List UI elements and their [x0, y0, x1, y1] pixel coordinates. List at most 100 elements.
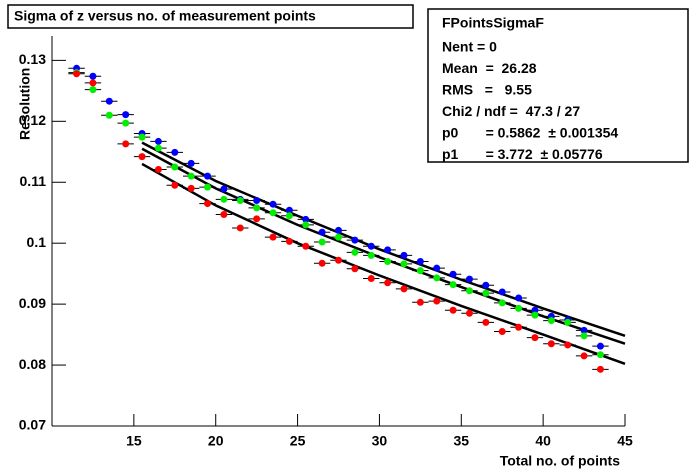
point [433, 264, 441, 272]
point [416, 298, 424, 306]
point [171, 163, 179, 171]
point [531, 306, 539, 314]
point [138, 153, 146, 161]
point [285, 212, 293, 220]
point [122, 140, 130, 148]
point [253, 215, 261, 223]
title-box [7, 4, 414, 29]
stats-row: RMS = 9.55 [442, 82, 532, 98]
point [105, 111, 113, 119]
x-tick-label: 30 [372, 433, 388, 449]
point [335, 226, 342, 234]
point [138, 133, 146, 141]
point [367, 251, 375, 259]
point [384, 257, 392, 265]
point [122, 111, 130, 119]
x-axis-title: Total no. of points [500, 453, 620, 469]
fit-line [141, 141, 626, 337]
point [596, 351, 604, 359]
x-tick-label: 15 [126, 433, 142, 449]
point [73, 70, 81, 78]
x-tick-label: 40 [535, 433, 551, 449]
point [154, 165, 162, 173]
point [269, 233, 277, 241]
point [515, 304, 523, 312]
point [564, 341, 572, 349]
point [449, 281, 457, 289]
point [285, 237, 293, 245]
point [253, 197, 261, 205]
point [171, 181, 179, 189]
point [482, 281, 490, 289]
y-axis-title: Resolution [17, 68, 33, 140]
point [154, 137, 162, 145]
point [285, 206, 293, 214]
point [236, 197, 244, 205]
x-tick-label: 25 [290, 433, 306, 449]
point [465, 309, 473, 317]
y-tick-label: 0.11 [20, 173, 47, 189]
point [580, 326, 588, 334]
point [253, 204, 261, 212]
point [416, 257, 424, 265]
y-tick-label: 0.12 [19, 112, 46, 128]
point [187, 159, 195, 167]
point [498, 288, 506, 296]
point [204, 200, 212, 208]
x-tick-label: 45 [617, 433, 633, 449]
point [89, 72, 97, 80]
point [220, 211, 228, 219]
point [236, 224, 244, 232]
x-tick-label: 35 [453, 433, 469, 449]
fit-line [141, 162, 626, 366]
point [580, 332, 588, 340]
y-tick-label: 0.1 [27, 234, 47, 250]
point [318, 228, 326, 236]
point [302, 242, 310, 250]
point [482, 289, 490, 297]
point [580, 352, 588, 360]
x-tick-label: 20 [208, 433, 224, 449]
y-tick-label: 0.07 [19, 417, 46, 433]
stats-title: FPointsSigmaF [442, 15, 544, 31]
y-tick-label: 0.09 [19, 295, 46, 311]
chart-title: Sigma of z versus no. of measurement poi… [14, 8, 316, 24]
point [105, 97, 113, 105]
point [154, 144, 162, 152]
point [384, 246, 392, 254]
point [204, 183, 212, 191]
point [367, 275, 375, 283]
point [269, 209, 277, 217]
point [416, 267, 424, 275]
point [384, 279, 392, 287]
point [171, 148, 179, 156]
point [187, 172, 195, 180]
point [531, 334, 539, 342]
point [89, 86, 97, 94]
point [547, 340, 555, 348]
point [220, 185, 228, 193]
stats-row: Chi2 / ndf = 47.3 / 27 [442, 103, 580, 119]
point [302, 221, 310, 229]
point [596, 342, 604, 350]
point [400, 285, 408, 293]
point [449, 270, 457, 278]
point [498, 299, 506, 307]
point [515, 323, 523, 331]
point [367, 242, 375, 250]
point [596, 365, 604, 373]
point [564, 318, 572, 326]
stats-row: Mean = 26.28 [442, 60, 537, 76]
stats-row: p0 = 0.5862 ± 0.001354 [442, 125, 618, 141]
point [122, 119, 130, 127]
point [318, 238, 326, 246]
point [204, 172, 212, 180]
point [269, 200, 277, 208]
point [335, 233, 342, 241]
point [302, 215, 310, 223]
point [547, 317, 555, 325]
point [89, 79, 97, 87]
point [465, 287, 473, 295]
point [187, 184, 195, 192]
